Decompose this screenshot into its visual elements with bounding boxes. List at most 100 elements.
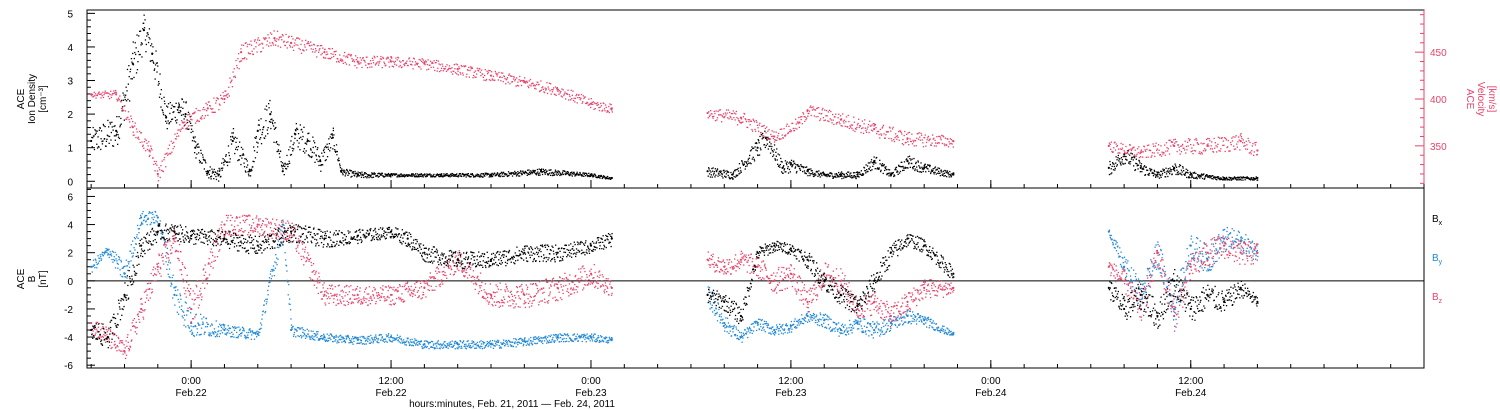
data-point [740,170,742,172]
data-point [204,159,206,161]
data-point [121,107,123,110]
data-point [189,121,191,123]
data-point [1168,153,1171,155]
data-point [285,259,287,261]
data-point [846,176,848,178]
data-point [223,164,225,166]
data-point [199,161,201,163]
data-point [467,340,469,342]
data-point [329,58,332,60]
data-point [1234,148,1237,150]
data-point [1204,150,1206,152]
data-point [235,141,237,143]
data-point [510,341,512,343]
data-point [926,166,928,168]
data-point [463,343,466,346]
data-point [320,54,322,56]
data-point [410,174,412,176]
data-point [302,135,304,138]
data-point [453,344,455,347]
data-point [1214,176,1216,178]
data-point [464,347,467,349]
data-point [158,96,161,98]
data-point [327,57,329,60]
data-point [289,298,291,300]
data-point [429,341,431,344]
data-point [353,172,355,174]
data-point [399,337,401,339]
data-point [97,93,99,95]
data-point [360,341,362,344]
data-point [365,339,367,341]
data-point [761,135,763,137]
data-point [290,324,293,326]
data-point [305,39,307,41]
data-point [162,112,164,114]
data-point [517,81,519,83]
data-point [403,173,405,176]
data-point [556,87,558,89]
data-point [902,165,904,168]
data-point [473,71,475,73]
data-point [272,265,275,267]
data-point [253,332,255,334]
data-point [503,175,505,177]
data-point [99,254,101,256]
data-point [93,95,95,97]
data-point [201,323,204,325]
data-point [555,170,557,173]
data-point [532,171,535,173]
data-point [1238,179,1240,181]
data-point [809,106,811,108]
data-point [580,174,582,176]
data-point [416,173,419,175]
data-point [800,118,802,121]
data-point [115,89,117,92]
data-point [773,154,775,156]
data-point [328,339,330,342]
data-point [458,66,460,68]
data-point [1138,159,1140,162]
data-point [899,130,902,132]
velocity-tick-label: 400 [1430,95,1447,106]
data-point [1220,137,1223,139]
data-point [778,164,780,167]
data-point [483,347,485,349]
data-point [1137,152,1139,154]
data-point [317,147,319,149]
data-point [1248,140,1250,142]
data-point [129,71,131,73]
data-point [719,114,721,116]
data-point [403,342,406,344]
data-point [579,171,581,174]
data-point [149,154,151,156]
data-point [872,123,874,125]
data-point [790,131,792,133]
data-point [751,130,754,132]
data-point [232,326,234,328]
data-point [817,107,820,109]
data-point [130,78,132,80]
data-point [475,343,477,346]
data-point [135,128,138,130]
data-point [124,110,126,112]
data-point [324,146,326,149]
data-point [440,67,443,69]
data-point [226,96,229,99]
data-point [129,121,131,123]
data-point [1160,155,1163,157]
data-point [748,119,751,121]
data-point [1234,176,1236,179]
data-point [535,83,538,86]
data-point [337,60,340,62]
data-point [497,174,499,176]
data-point [1236,143,1238,145]
data-point [347,335,349,337]
data-point [1194,150,1197,152]
data-point [210,332,212,334]
data-point [124,272,126,274]
data-point [295,328,297,331]
data-point [455,63,457,65]
data-point [332,148,334,150]
data-point [605,106,607,109]
